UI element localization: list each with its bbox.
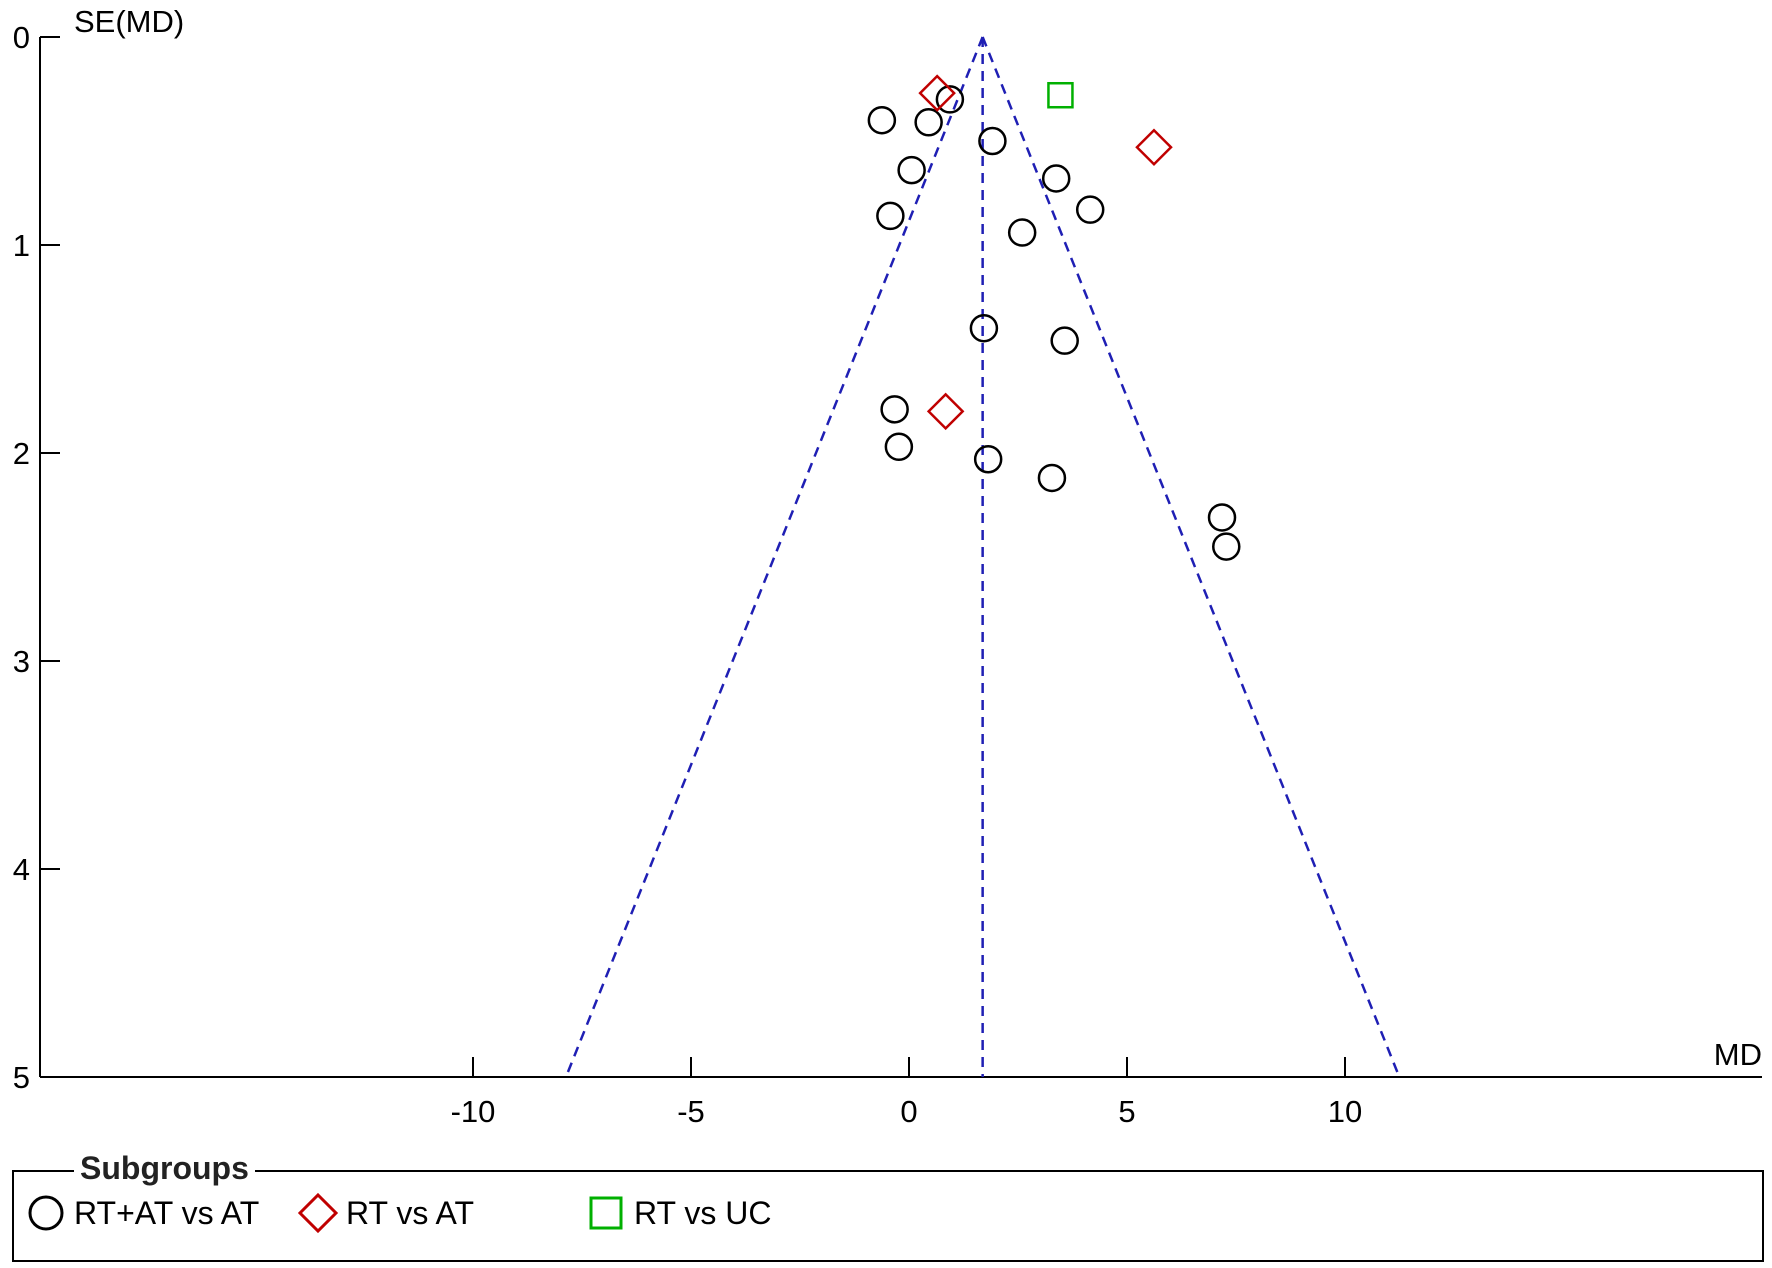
y-tick-label: 0 (13, 20, 30, 55)
circle-data-point (969, 313, 999, 343)
diamond-data-point (1135, 128, 1173, 167)
legend-title: Subgroups (74, 1150, 255, 1187)
x-axis-ticks: -10 -5 0 5 10 (451, 1057, 1362, 1129)
legend: Subgroups RT+AT vs AT RT vs AT RT vs UC (12, 1150, 1764, 1262)
circle-data-point (973, 444, 1003, 474)
circle-data-point (876, 201, 905, 231)
circle-data-point (1212, 532, 1241, 561)
y-axis-title: SE(MD) (74, 4, 184, 39)
y-tick-label: 5 (13, 1060, 30, 1095)
legend-item-rt-at-vs-at: RT+AT vs AT (24, 1188, 259, 1238)
x-axis-title: MD (1714, 1037, 1762, 1072)
data-points (867, 74, 1241, 561)
circle-data-point (1050, 326, 1079, 355)
y-axis-ticks: 0 1 2 3 4 5 (13, 20, 60, 1095)
y-tick-label: 2 (13, 436, 30, 471)
funnel-plot: 0 1 2 3 4 5 -10 -5 0 5 10 SE(MD) MD (13, 4, 1762, 1129)
funnel-lines (564, 36, 1401, 1078)
legend-item-rt-vs-at: RT vs AT (296, 1188, 474, 1238)
axes: 0 1 2 3 4 5 -10 -5 0 5 10 SE(MD) MD (13, 4, 1762, 1129)
circle-data-point (867, 105, 897, 135)
circle-data-point (1207, 503, 1237, 532)
circle-data-point (914, 108, 943, 137)
circle-data-point (1007, 218, 1037, 247)
x-tick-label: 0 (900, 1094, 917, 1129)
circle-marker-icon (28, 1195, 64, 1231)
circle-data-point (935, 85, 965, 114)
x-tick-label: 10 (1328, 1094, 1362, 1129)
diamond-data-point (926, 392, 965, 431)
y-tick-label: 4 (13, 852, 30, 887)
circle-data-point (978, 126, 1007, 156)
circle-data-point (884, 432, 914, 462)
funnel-left-limit-line (564, 36, 984, 1078)
circle-data-point (880, 395, 909, 424)
legend-label: RT+AT vs AT (74, 1194, 260, 1231)
square-data-point (1047, 81, 1074, 109)
legend-label: RT vs UC (634, 1194, 772, 1231)
diamond-data-point (918, 74, 956, 112)
circle-data-point (1041, 164, 1071, 193)
y-tick-label: 3 (13, 644, 30, 679)
square-marker-icon (589, 1196, 623, 1230)
circle-data-point (1037, 463, 1067, 493)
diamond-marker-icon (297, 1192, 339, 1234)
legend-label: RT vs AT (346, 1194, 475, 1231)
y-tick-label: 1 (13, 228, 30, 263)
x-tick-label: -5 (677, 1094, 705, 1129)
circle-data-point (897, 155, 926, 185)
circle-data-point (1075, 195, 1105, 224)
x-tick-label: -10 (451, 1094, 496, 1129)
funnel-right-limit-line (981, 36, 1401, 1078)
legend-item-rt-vs-uc: RT vs UC (584, 1188, 772, 1238)
x-tick-label: 5 (1118, 1094, 1135, 1129)
